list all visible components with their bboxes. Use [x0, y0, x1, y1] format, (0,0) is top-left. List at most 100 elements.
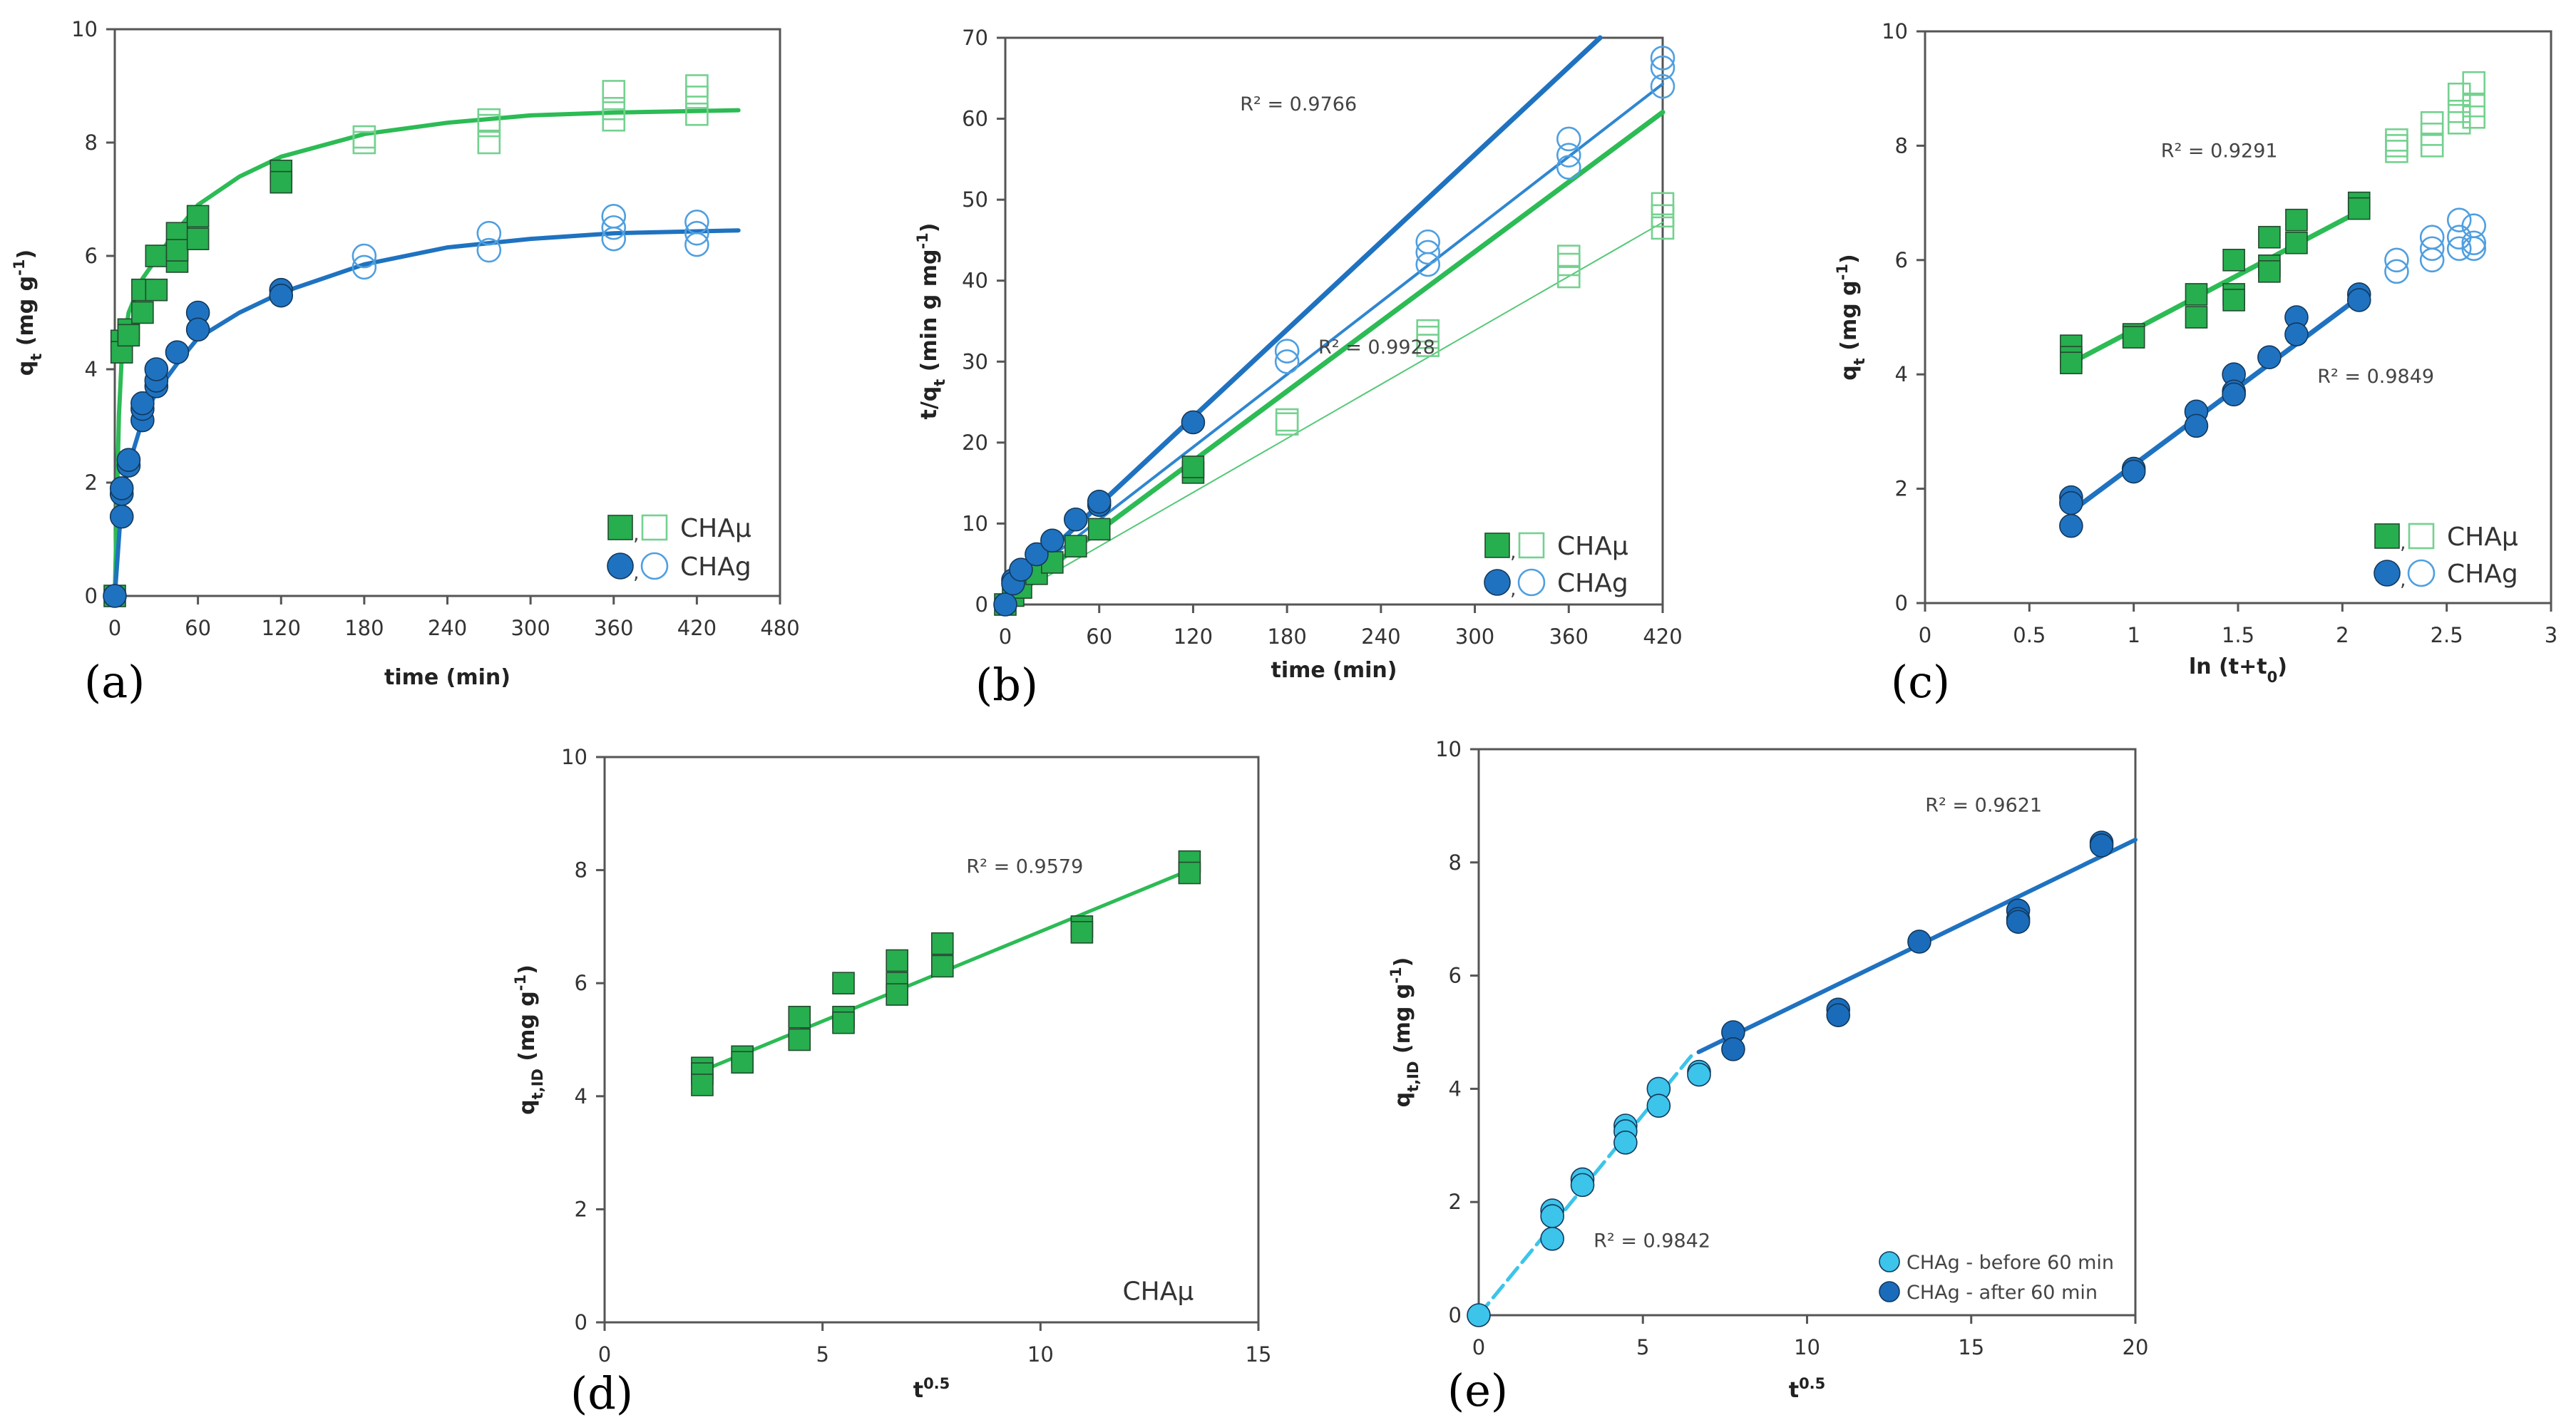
y-axis-label-part: q — [14, 361, 39, 376]
y-axis-label-part: t — [931, 379, 948, 386]
y-axis-label-part: t/q — [917, 386, 942, 420]
data-point-square — [165, 239, 189, 262]
x-tick-label: 120 — [1174, 624, 1213, 649]
data-point-circle — [2089, 833, 2114, 858]
data-point-circle — [144, 357, 169, 381]
panel-label: (a) — [84, 656, 145, 708]
legend-marker-open — [2407, 559, 2436, 587]
data-point-square — [886, 949, 909, 972]
y-tick-label: 10 — [1435, 737, 1462, 761]
fit-line — [113, 228, 741, 598]
data-point-circle — [1650, 73, 1676, 99]
x-tick-label: 420 — [677, 616, 717, 640]
data-point-circle — [269, 283, 294, 308]
y-axis-label-part: (mg g — [1837, 280, 1862, 358]
data-point-circle — [1721, 1037, 1745, 1061]
x-tick-label: 180 — [344, 616, 384, 640]
legend-marker-filled — [1484, 569, 1511, 596]
x-axis-label-part: 0.5 — [1799, 1375, 1825, 1392]
data-point-circle — [601, 226, 627, 252]
y-tick-label: 0 — [1895, 591, 1908, 615]
data-point-circle — [2257, 345, 2282, 369]
x-tick-label: 0 — [999, 624, 1012, 649]
data-point-circle — [1063, 507, 1088, 532]
y-axis-label-part: ) — [917, 222, 942, 232]
data-point-square — [1181, 456, 1205, 478]
y-tick-label: 6 — [1895, 248, 1908, 272]
fit-line — [1005, 221, 1663, 602]
panel-label: (e) — [1447, 1364, 1508, 1416]
x-axis-label-part: ln (t+t — [2189, 654, 2267, 679]
y-tick-label: 0 — [85, 584, 98, 608]
y-axis-label-part: ) — [14, 249, 39, 259]
data-point-square — [131, 301, 154, 324]
data-point-square — [832, 972, 855, 994]
data-point-circle — [2121, 459, 2146, 484]
data-point-square — [1070, 921, 1094, 944]
legend: , CHAμ, CHAg — [1484, 532, 1628, 600]
data-point-square — [1275, 408, 1299, 432]
y-tick-label: 20 — [962, 431, 988, 455]
data-point-circle — [1646, 1094, 1671, 1118]
data-point-square — [2385, 140, 2408, 163]
y-axis-label-part: q — [1837, 365, 1862, 380]
y-tick-label: 8 — [85, 130, 98, 155]
x-tick-label: 15 — [1958, 1335, 1984, 1359]
x-tick-label: 1 — [2127, 623, 2140, 647]
panel-label: (b) — [975, 659, 1038, 711]
plot-area-frame — [603, 756, 1260, 1324]
y-tick-label: 10 — [1882, 19, 1908, 43]
x-tick-label: 420 — [1643, 624, 1682, 649]
y-axis-label-part: t,ID — [1405, 1061, 1422, 1092]
x-tick-label: 2 — [2336, 623, 2349, 647]
x-axis-label-part: 0.5 — [923, 1375, 950, 1392]
data-point-square — [2447, 111, 2471, 135]
data-point-square — [2285, 208, 2308, 232]
plot-area-frame — [1004, 36, 1664, 606]
x-tick-label: 180 — [1267, 624, 1306, 649]
y-axis-label-part: ) — [1837, 254, 1862, 264]
data-point-circle — [2446, 207, 2472, 232]
x-tick-label: 120 — [262, 616, 301, 640]
r-squared-annotation: R² = 0.9766 — [1240, 93, 1357, 115]
fit-line — [2068, 294, 2362, 515]
legend-marker-filled — [1484, 532, 1510, 558]
x-tick-label: 10 — [1027, 1342, 1054, 1367]
y-tick-label: 50 — [962, 187, 988, 212]
data-point-square — [1087, 518, 1111, 541]
data-point-circle — [351, 254, 377, 280]
data-point-circle — [1415, 240, 1441, 265]
x-tick-label: 300 — [1455, 624, 1494, 649]
x-axis-label-part: time (min) — [1271, 658, 1397, 683]
legend-marker-open — [1517, 568, 1546, 597]
y-tick-label: 8 — [575, 858, 587, 883]
y-axis-label-part: (mg g — [14, 276, 39, 354]
data-point-square — [117, 324, 140, 347]
data-point-square — [145, 278, 168, 302]
y-tick-label: 8 — [1895, 133, 1908, 158]
y-axis-label-part: t — [28, 354, 45, 361]
data-point-square — [788, 1005, 811, 1029]
r-squared-annotation: R² = 0.9842 — [1594, 1230, 1710, 1252]
y-axis-label: qt (mg g-1) — [11, 249, 45, 376]
legend-marker-open — [640, 552, 669, 580]
x-tick-label: 20 — [2123, 1335, 2149, 1359]
x-axis-label: time (min) — [384, 665, 510, 690]
x-tick-label: 480 — [760, 616, 799, 640]
y-axis-label-part: -1 — [1834, 264, 1851, 280]
x-tick-label: 240 — [1361, 624, 1400, 649]
plot-area-frame — [1477, 748, 2137, 1317]
x-tick-label: 60 — [185, 616, 211, 640]
data-point-square — [2462, 106, 2486, 129]
data-point-circle — [2446, 236, 2472, 262]
data-point-circle — [476, 237, 502, 263]
data-point-circle — [103, 584, 127, 608]
data-point-square — [2122, 326, 2145, 349]
chart-panel-d: 0 5 10 15 0 2 4 6 8 10 t0.5 qt,ID (mg g-1) R² = 0.95… — [512, 745, 1271, 1419]
legend-marker — [1879, 1251, 1900, 1272]
plot-area-frame — [1924, 30, 2552, 604]
data-point-circle — [2284, 322, 2309, 346]
data-point-circle — [2461, 230, 2487, 256]
y-tick-label: 10 — [962, 511, 988, 535]
